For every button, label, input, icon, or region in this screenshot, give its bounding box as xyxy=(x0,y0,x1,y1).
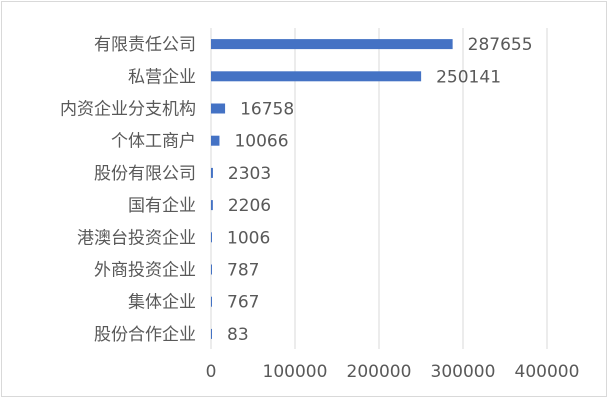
category-label: 有限责任公司 xyxy=(94,35,196,55)
data-label: 287655 xyxy=(468,35,533,55)
bar xyxy=(211,135,220,146)
category-label: 内资企业分支机构 xyxy=(60,100,196,120)
category-label: 国有企业 xyxy=(128,196,196,216)
category-label: 集体企业 xyxy=(128,293,196,313)
bar xyxy=(211,71,422,82)
data-label: 16758 xyxy=(240,100,294,120)
category-label: 私营企业 xyxy=(128,67,196,87)
bar xyxy=(211,103,226,114)
bar xyxy=(211,200,213,211)
chart-frame xyxy=(1,1,607,397)
bar xyxy=(211,328,212,339)
x-tick-label: 200000 xyxy=(347,362,412,382)
category-label: 外商投资企业 xyxy=(94,261,196,281)
data-label: 2303 xyxy=(228,164,271,184)
category-label: 股份合作企业 xyxy=(94,325,196,345)
bar xyxy=(211,264,212,275)
data-label: 83 xyxy=(227,325,249,345)
x-tick-label: 0 xyxy=(206,362,217,382)
category-label: 股份有限公司 xyxy=(94,164,196,184)
x-tick-label: 400000 xyxy=(515,362,580,382)
data-label: 767 xyxy=(227,293,259,313)
data-label: 250141 xyxy=(436,67,501,87)
data-label: 787 xyxy=(227,261,259,281)
data-label: 10066 xyxy=(234,132,288,152)
x-tick-label: 300000 xyxy=(431,362,496,382)
category-label: 个体工商户 xyxy=(111,132,196,152)
bar xyxy=(211,232,212,243)
category-label: 港澳台投资企业 xyxy=(77,228,196,248)
x-tick-label: 100000 xyxy=(263,362,328,382)
data-label: 2206 xyxy=(228,196,271,216)
bar xyxy=(211,296,212,307)
bar xyxy=(211,39,453,50)
bar xyxy=(211,167,213,178)
data-label: 1006 xyxy=(227,228,270,248)
